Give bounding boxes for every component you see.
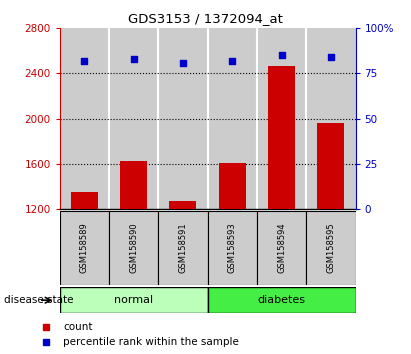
Text: disease state: disease state bbox=[4, 295, 74, 305]
Text: GSM158594: GSM158594 bbox=[277, 222, 286, 273]
Point bbox=[278, 53, 285, 58]
FancyBboxPatch shape bbox=[208, 287, 356, 313]
Bar bbox=[60, 28, 109, 209]
FancyBboxPatch shape bbox=[158, 211, 208, 285]
Text: normal: normal bbox=[114, 295, 153, 305]
Point bbox=[130, 56, 137, 62]
Point bbox=[229, 58, 236, 64]
Bar bbox=[306, 28, 356, 209]
FancyBboxPatch shape bbox=[60, 211, 109, 285]
Bar bbox=[219, 162, 246, 344]
Bar bbox=[268, 65, 295, 344]
Bar bbox=[208, 28, 257, 209]
Bar bbox=[71, 192, 98, 344]
Bar bbox=[158, 28, 208, 209]
Bar bbox=[257, 28, 306, 209]
FancyBboxPatch shape bbox=[257, 211, 306, 285]
Bar bbox=[317, 123, 344, 344]
Text: GSM158589: GSM158589 bbox=[80, 222, 89, 273]
Point bbox=[180, 60, 186, 65]
Text: GSM158595: GSM158595 bbox=[326, 222, 335, 273]
FancyBboxPatch shape bbox=[306, 211, 356, 285]
FancyBboxPatch shape bbox=[109, 211, 158, 285]
Text: GSM158590: GSM158590 bbox=[129, 222, 138, 273]
Text: diabetes: diabetes bbox=[258, 295, 305, 305]
Text: count: count bbox=[63, 321, 93, 332]
Text: percentile rank within the sample: percentile rank within the sample bbox=[63, 337, 239, 348]
Point bbox=[81, 58, 88, 64]
Point bbox=[328, 55, 334, 60]
Text: GDS3153 / 1372094_at: GDS3153 / 1372094_at bbox=[128, 12, 283, 25]
FancyBboxPatch shape bbox=[60, 287, 208, 313]
Text: GSM158593: GSM158593 bbox=[228, 222, 237, 273]
Bar bbox=[109, 28, 158, 209]
FancyBboxPatch shape bbox=[208, 211, 257, 285]
Bar bbox=[120, 161, 147, 344]
Bar bbox=[169, 201, 196, 344]
Text: GSM158591: GSM158591 bbox=[178, 222, 187, 273]
